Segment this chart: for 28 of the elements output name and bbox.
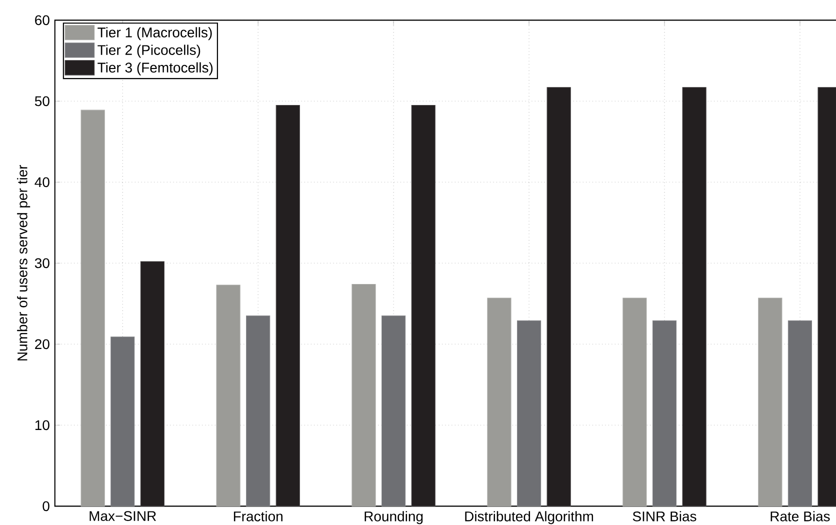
y-tick-label: 60 <box>35 15 50 26</box>
y-tick-label: 10 <box>35 420 50 430</box>
y-tick-label: 0 <box>42 501 50 512</box>
x-tick-label: Distributed Algorithm <box>465 511 594 524</box>
bar <box>382 316 406 506</box>
bar <box>546 87 571 506</box>
bar <box>788 320 812 506</box>
y-tick-label: 40 <box>34 177 50 188</box>
bar <box>246 316 270 506</box>
y-tick-label: 30 <box>34 258 50 268</box>
x-tick-label: Fraction <box>234 511 282 522</box>
bar <box>276 104 300 506</box>
legend-label: Tier 2 (Picocells) <box>98 44 200 58</box>
legend-label: Tier 3 (Femtocells) <box>98 62 213 76</box>
legend-label: Tier 1 (Macrocells) <box>98 27 212 40</box>
x-tick-label: SINR Bias <box>632 511 696 522</box>
y-tick-label: 20 <box>35 339 50 350</box>
bar <box>652 320 677 506</box>
bar <box>411 104 436 506</box>
bar <box>516 320 542 506</box>
x-tick-label: Rounding <box>364 511 423 524</box>
y-axis-title: Number of users served per tier <box>17 164 30 360</box>
bar <box>140 261 164 506</box>
x-tick-label: Max−SINR <box>90 511 156 522</box>
bar <box>682 87 706 506</box>
bar <box>110 336 135 506</box>
x-tick-label: Rate Bias <box>770 511 830 522</box>
y-tick-label: 50 <box>34 96 50 106</box>
